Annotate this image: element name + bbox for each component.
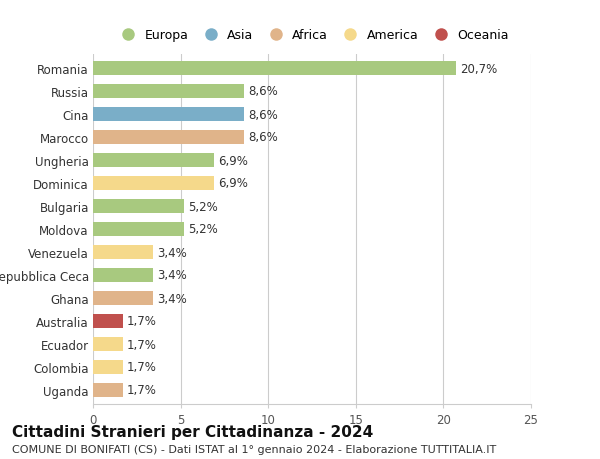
Bar	[93, 176, 214, 190]
Bar	[93, 107, 244, 122]
Text: 20,7%: 20,7%	[460, 62, 497, 75]
Text: 1,7%: 1,7%	[127, 384, 157, 397]
Text: COMUNE DI BONIFATI (CS) - Dati ISTAT al 1° gennaio 2024 - Elaborazione TUTTITALI: COMUNE DI BONIFATI (CS) - Dati ISTAT al …	[12, 444, 496, 454]
Bar	[93, 62, 455, 76]
Bar	[93, 337, 123, 352]
Bar	[93, 383, 123, 397]
Bar	[93, 291, 152, 306]
Text: 8,6%: 8,6%	[248, 131, 278, 144]
Text: 8,6%: 8,6%	[248, 108, 278, 121]
Legend: Europa, Asia, Africa, America, Oceania: Europa, Asia, Africa, America, Oceania	[115, 29, 509, 42]
Bar	[93, 153, 214, 168]
Text: 1,7%: 1,7%	[127, 338, 157, 351]
Text: 3,4%: 3,4%	[157, 269, 187, 282]
Bar	[93, 360, 123, 375]
Text: 1,7%: 1,7%	[127, 315, 157, 328]
Bar	[93, 314, 123, 329]
Text: 6,9%: 6,9%	[218, 154, 248, 167]
Bar	[93, 245, 152, 260]
Bar	[93, 200, 184, 214]
Text: 5,2%: 5,2%	[188, 200, 218, 213]
Bar	[93, 130, 244, 145]
Bar	[93, 223, 184, 237]
Text: 8,6%: 8,6%	[248, 85, 278, 98]
Text: 5,2%: 5,2%	[188, 223, 218, 236]
Bar	[93, 268, 152, 282]
Text: 1,7%: 1,7%	[127, 361, 157, 374]
Text: 6,9%: 6,9%	[218, 177, 248, 190]
Text: 3,4%: 3,4%	[157, 246, 187, 259]
Bar	[93, 84, 244, 99]
Text: 3,4%: 3,4%	[157, 292, 187, 305]
Text: Cittadini Stranieri per Cittadinanza - 2024: Cittadini Stranieri per Cittadinanza - 2…	[12, 425, 373, 440]
